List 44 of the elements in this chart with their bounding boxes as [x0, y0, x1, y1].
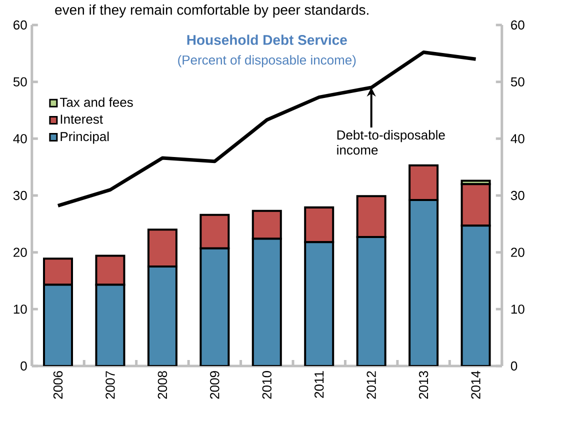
y-tick-label: 20 [511, 248, 524, 257]
legend-label: Interest [60, 114, 103, 124]
y2-tick-label: 0 [20, 361, 27, 371]
bar [304, 241, 334, 366]
y2-tick-label: 30 [13, 190, 27, 200]
x-tick-label: 2009 [210, 371, 220, 399]
x-tick-label: 2010 [262, 371, 272, 399]
bar [95, 284, 126, 366]
y-tick-label: 60 [511, 20, 524, 30]
bar [252, 210, 282, 240]
x-tick-label: 2006 [53, 371, 63, 399]
y2-tick-label: 60 [14, 20, 27, 30]
text: (Percent of disposable income) [178, 55, 356, 68]
x-tick-label: 2007 [106, 371, 115, 399]
legend-label: Principal [60, 132, 109, 144]
legend-label: Tax and fees [60, 97, 133, 107]
x-tick-label: 2011 [314, 371, 324, 398]
y-tick-label: 50 [510, 77, 524, 86]
x-tick-label: 2012 [366, 371, 376, 399]
bar [252, 238, 282, 366]
bar [460, 224, 491, 366]
bar [147, 266, 178, 366]
bar [200, 247, 230, 366]
bar [147, 228, 178, 268]
x-tick-label: 2008 [158, 371, 168, 399]
x-tick-label: 2014 [471, 370, 480, 399]
text: Household Debt Service [187, 34, 347, 45]
bar [304, 206, 334, 244]
annotation: Debt-to-disposable income [337, 130, 445, 155]
bar [95, 254, 126, 286]
y-tick-label: 0 [510, 361, 518, 371]
bar [200, 214, 230, 250]
bar [408, 199, 439, 366]
y2-tick-label: 10 [14, 304, 27, 314]
text: even if they remain comfortable by peer standards. [55, 4, 368, 18]
x-tick-label: 2013 [418, 371, 428, 399]
y2-tick-label: 50 [13, 77, 27, 86]
y2-tick-label: 40 [13, 134, 27, 144]
bar [43, 284, 73, 366]
y-tick-label: 30 [510, 190, 524, 200]
line-series [56, 50, 478, 208]
y-tick-label: 40 [510, 134, 524, 144]
y-tick-label: 10 [511, 304, 524, 314]
y2-tick-label: 20 [14, 248, 27, 257]
